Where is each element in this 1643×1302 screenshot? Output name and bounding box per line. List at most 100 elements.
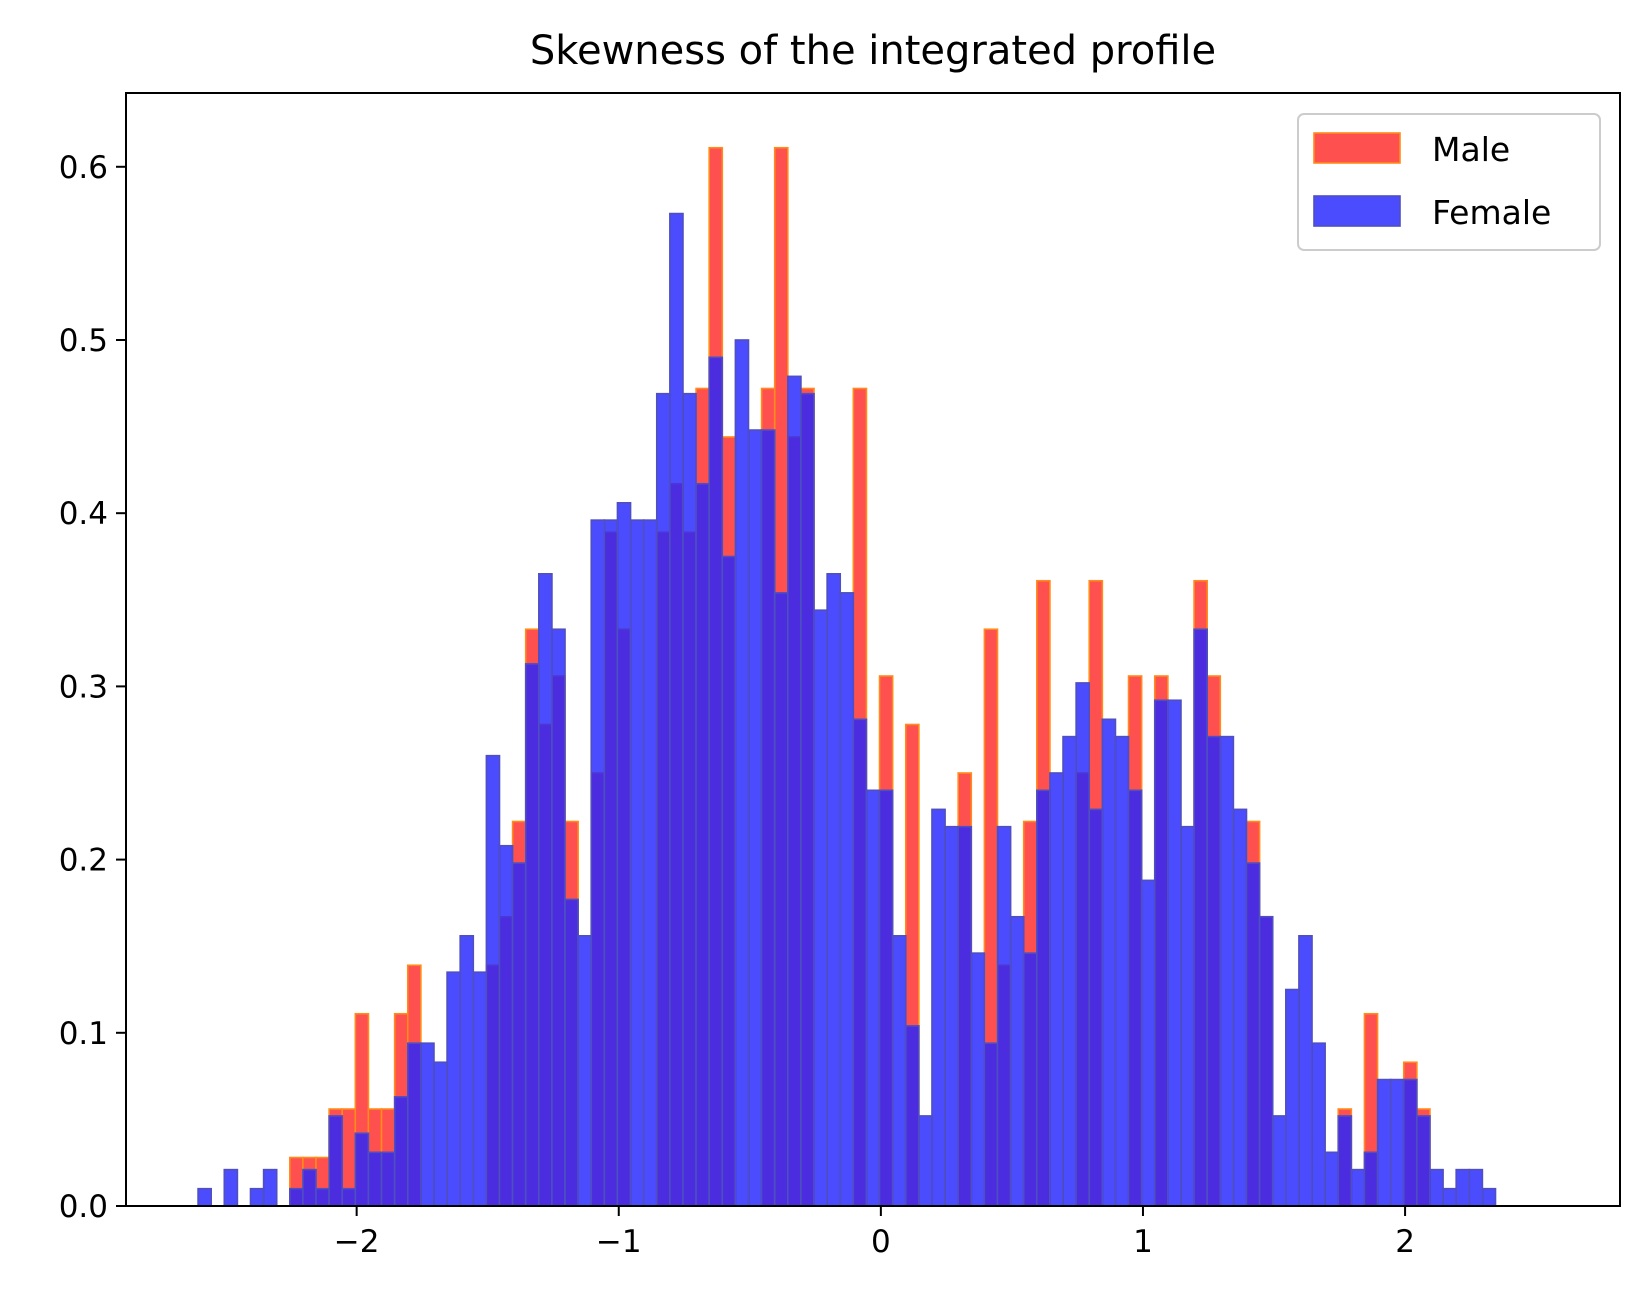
legend-label-male: Male xyxy=(1432,130,1510,169)
bar-female xyxy=(367,1151,383,1207)
bar-female xyxy=(826,573,842,1207)
bar-female xyxy=(708,356,724,1207)
bar-female xyxy=(721,555,737,1207)
x-tick-label: 0 xyxy=(871,1224,891,1260)
bar-female xyxy=(1324,1151,1340,1207)
bar-female xyxy=(485,754,501,1207)
bar-female xyxy=(931,808,946,1207)
legend: Male Female xyxy=(1297,113,1601,251)
bar-female xyxy=(1376,1078,1392,1207)
bar-female xyxy=(1075,682,1091,1207)
y-tick-label: 0.0 xyxy=(59,1189,108,1225)
bar-female xyxy=(197,1187,212,1207)
y-tick-label: 0.6 xyxy=(59,150,108,186)
bar-female xyxy=(773,592,789,1207)
bar-female xyxy=(1153,699,1169,1207)
bar-female xyxy=(1232,808,1248,1207)
plot-frame xyxy=(125,92,1621,1207)
bar-female xyxy=(1285,988,1300,1207)
legend-swatch-male xyxy=(1313,132,1401,164)
bar-female xyxy=(970,952,986,1207)
bar-female xyxy=(433,1061,448,1207)
bar-female xyxy=(1481,1187,1497,1207)
bar-female xyxy=(1114,735,1130,1207)
x-tick-label: 1 xyxy=(1133,1224,1153,1260)
bar-female xyxy=(904,1025,920,1207)
bar-female xyxy=(249,1187,265,1207)
bar-female xyxy=(1049,772,1064,1207)
bar-female xyxy=(1062,735,1077,1207)
bar-female xyxy=(1206,735,1222,1207)
bar-female xyxy=(878,789,894,1207)
bar-female xyxy=(1193,628,1208,1207)
bar-female xyxy=(406,1042,422,1207)
bar-female xyxy=(603,519,619,1207)
bar-female xyxy=(839,592,855,1207)
bar-female xyxy=(642,519,658,1207)
bar-female xyxy=(380,1151,396,1207)
bar-female xyxy=(1311,1042,1326,1207)
bar-female xyxy=(800,392,815,1207)
bar-female xyxy=(1009,915,1025,1207)
bar-female xyxy=(996,825,1012,1207)
legend-swatch-female xyxy=(1313,195,1401,227)
bar-female xyxy=(1088,808,1104,1207)
bar-female xyxy=(747,429,763,1207)
bar-female xyxy=(590,519,606,1207)
bar-female xyxy=(524,663,540,1207)
bar-female xyxy=(918,1115,933,1207)
bar-female xyxy=(944,825,959,1207)
chart-title: Skewness of the integrated profile xyxy=(530,28,1216,74)
y-tick-label: 0.5 xyxy=(59,323,108,359)
bar-female xyxy=(787,375,802,1207)
bar-female xyxy=(393,1096,409,1207)
bar-female xyxy=(813,609,828,1207)
bar-female xyxy=(760,429,776,1207)
bar-female xyxy=(1429,1168,1444,1207)
bar-female xyxy=(1167,699,1182,1207)
bar-female xyxy=(538,573,553,1207)
female-bars xyxy=(197,212,1497,1207)
bar-female xyxy=(446,971,461,1207)
bar-female xyxy=(577,934,593,1207)
bar-female xyxy=(354,1132,370,1207)
bar-female xyxy=(1036,789,1051,1207)
bar-female xyxy=(1402,1078,1418,1207)
bar-female xyxy=(1350,1168,1366,1207)
y-tick-label: 0.3 xyxy=(59,669,108,705)
bar-female xyxy=(1180,825,1195,1207)
bar-female xyxy=(289,1187,304,1207)
bar-female xyxy=(957,825,973,1207)
bar-female xyxy=(1389,1078,1405,1207)
bar-female xyxy=(1337,1115,1353,1207)
bar-female xyxy=(1022,952,1038,1207)
bar-female xyxy=(983,1042,999,1207)
bar-female xyxy=(1271,1115,1287,1207)
bar-female xyxy=(1455,1168,1471,1207)
bar-female xyxy=(472,971,488,1207)
y-axis: 0.0 0.1 0.2 0.3 0.4 0.5 0.6 xyxy=(59,150,126,1225)
x-tick-label: −2 xyxy=(334,1224,380,1260)
bar-female xyxy=(564,898,579,1207)
bar-female xyxy=(302,1168,317,1207)
bar-female xyxy=(865,789,881,1207)
bar-female xyxy=(1442,1187,1457,1207)
bar-female xyxy=(655,392,671,1207)
x-axis: −2 −1 0 1 2 xyxy=(334,1206,1415,1260)
bar-female xyxy=(891,934,907,1207)
bar-female xyxy=(1363,1151,1379,1207)
bar-female xyxy=(734,339,750,1207)
y-tick-label: 0.2 xyxy=(59,843,108,879)
bar-female xyxy=(315,1187,330,1207)
bar-female xyxy=(420,1042,435,1207)
bar-female xyxy=(328,1115,344,1207)
bar-female xyxy=(1245,862,1261,1207)
bar-female xyxy=(616,501,632,1207)
bar-female xyxy=(682,392,697,1207)
x-tick-label: 2 xyxy=(1395,1224,1415,1260)
bar-female xyxy=(669,212,684,1207)
bar-female xyxy=(852,718,868,1207)
bar-female xyxy=(629,519,645,1207)
